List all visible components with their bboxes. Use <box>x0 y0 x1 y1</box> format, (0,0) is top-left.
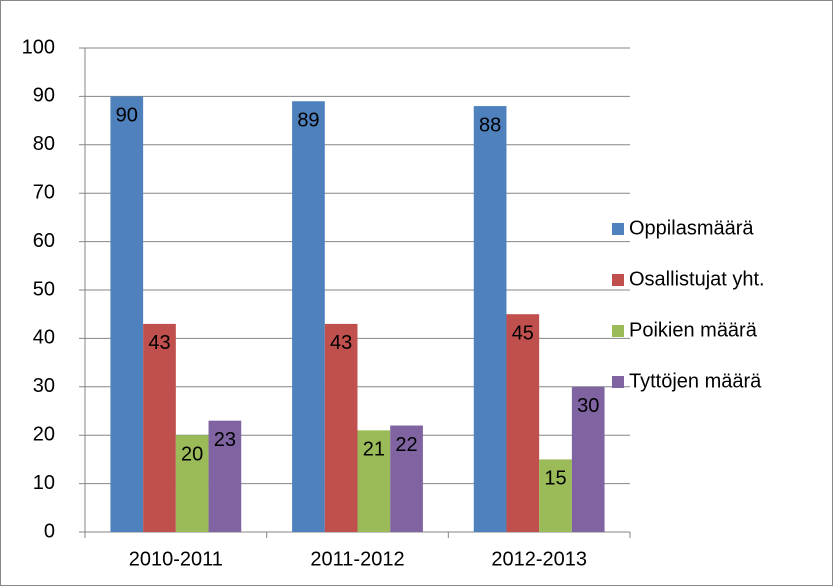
legend-swatch <box>612 376 624 388</box>
y-tick-label: 20 <box>33 423 55 445</box>
bar <box>292 101 325 533</box>
legend-swatch <box>612 274 624 286</box>
legend-label: Tyttöjen määrä <box>629 370 762 392</box>
bar <box>571 386 605 532</box>
bar <box>208 420 242 532</box>
x-tick-label: 2011-2012 <box>310 548 404 570</box>
x-tick-label: 2010-2011 <box>129 548 223 570</box>
data-label: 21 <box>363 439 385 461</box>
data-label: 88 <box>479 114 501 136</box>
data-label: 30 <box>577 395 599 417</box>
y-tick-label: 0 <box>44 520 55 542</box>
bar <box>143 323 176 532</box>
data-label: 22 <box>395 434 417 456</box>
data-label: 90 <box>116 105 138 127</box>
bar <box>175 435 209 532</box>
data-label: 43 <box>330 332 352 354</box>
bar <box>110 96 144 533</box>
y-tick-label: 10 <box>33 472 55 494</box>
y-tick-label: 50 <box>33 278 55 300</box>
bar <box>357 430 391 532</box>
bar <box>324 323 358 532</box>
data-label: 15 <box>544 468 566 490</box>
legend-swatch <box>612 325 624 337</box>
y-tick-label: 70 <box>33 181 55 203</box>
bar <box>390 425 423 532</box>
bar <box>506 314 540 532</box>
x-tick-label: 2012-2013 <box>491 548 587 570</box>
y-tick-label: 30 <box>33 375 55 397</box>
y-tick-label: 90 <box>33 85 55 107</box>
legend-label: Poikien määrä <box>629 319 758 341</box>
y-tick-label: 80 <box>33 133 55 155</box>
y-tick-label: 100 <box>22 36 55 58</box>
legend-swatch <box>612 223 624 235</box>
legend-label: Oppilasmäärä <box>629 217 754 239</box>
data-label: 43 <box>148 332 170 354</box>
data-label: 89 <box>297 110 319 132</box>
data-label: 23 <box>214 429 236 451</box>
data-label: 45 <box>512 322 534 344</box>
bar <box>473 106 507 532</box>
legend-label: Osallistujat yht. <box>629 268 765 290</box>
data-label: 20 <box>181 443 203 465</box>
bar <box>539 459 572 532</box>
y-tick-label: 60 <box>33 230 55 252</box>
y-tick-label: 40 <box>33 327 55 349</box>
